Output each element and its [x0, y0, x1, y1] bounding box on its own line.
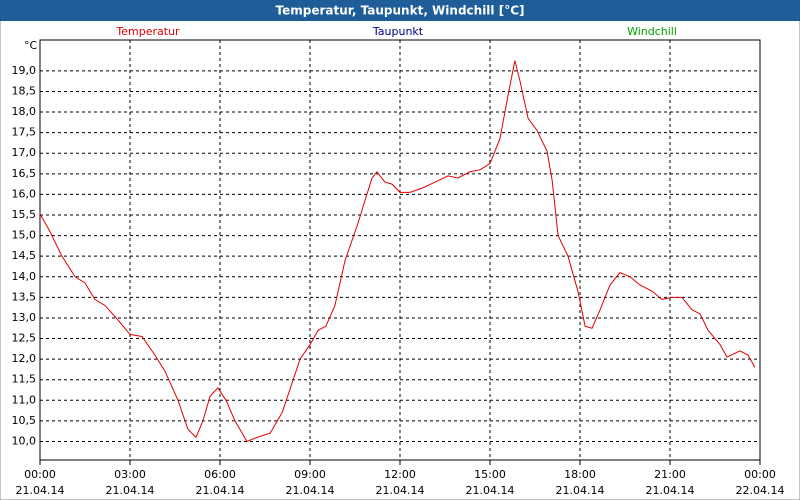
- x-tick-label: 18:00: [564, 468, 596, 481]
- data-line: [39, 60, 756, 443]
- y-tick-label: 10,5: [12, 414, 37, 427]
- legend-entry: Windchill: [627, 25, 677, 38]
- y-tick-label: 10,0: [12, 434, 37, 447]
- x-tick-date: 21.04.14: [646, 484, 695, 497]
- x-tick-label: 03:00: [114, 468, 146, 481]
- x-tick-label: 00:00: [24, 468, 56, 481]
- title-bar: [0, 0, 800, 21]
- y-tick-label: 11,5: [12, 373, 37, 386]
- y-tick-label: 12,0: [12, 352, 37, 365]
- y-unit: °C: [24, 39, 38, 52]
- y-tick-label: 15,0: [12, 229, 37, 242]
- x-tick-date: 21.04.14: [286, 484, 335, 497]
- x-tick-label: 21:00: [654, 468, 686, 481]
- x-tick-date: 21.04.14: [376, 484, 425, 497]
- y-tick-label: 14,5: [12, 249, 37, 262]
- x-tick-date: 21.04.14: [106, 484, 155, 497]
- y-tick-label: 13,0: [12, 311, 37, 324]
- y-tick-label: 15,5: [12, 208, 37, 221]
- x-tick-label: 15:00: [474, 468, 506, 481]
- y-tick-label: 18,0: [12, 105, 37, 118]
- legend-entry: Temperatur: [115, 25, 180, 38]
- y-tick-label: 19,0: [12, 64, 37, 77]
- x-tick-date: 22.04.14: [736, 484, 785, 497]
- chart-title: Temperatur, Taupunkt, Windchill [°C]: [276, 4, 525, 18]
- y-tick-label: 17,5: [12, 126, 37, 139]
- y-tick-label: 16,5: [12, 167, 37, 180]
- x-tick-label: 12:00: [384, 468, 416, 481]
- x-tick-date: 21.04.14: [196, 484, 245, 497]
- x-tick-label: 06:00: [204, 468, 236, 481]
- x-tick-date: 21.04.14: [16, 484, 65, 497]
- y-tick-label: 18,5: [12, 84, 37, 97]
- y-tick-label: 13,5: [12, 290, 37, 303]
- x-tick-date: 21.04.14: [556, 484, 605, 497]
- x-tick-label: 00:00: [744, 468, 776, 481]
- y-tick-label: 12,5: [12, 332, 37, 345]
- x-tick-label: 09:00: [294, 468, 326, 481]
- y-tick-label: 17,0: [12, 146, 37, 159]
- x-tick-date: 21.04.14: [466, 484, 515, 497]
- legend-entry: Taupunkt: [372, 25, 424, 38]
- y-tick-label: 11,0: [12, 393, 37, 406]
- y-tick-label: 16,0: [12, 187, 37, 200]
- y-tick-label: 14,0: [12, 270, 37, 283]
